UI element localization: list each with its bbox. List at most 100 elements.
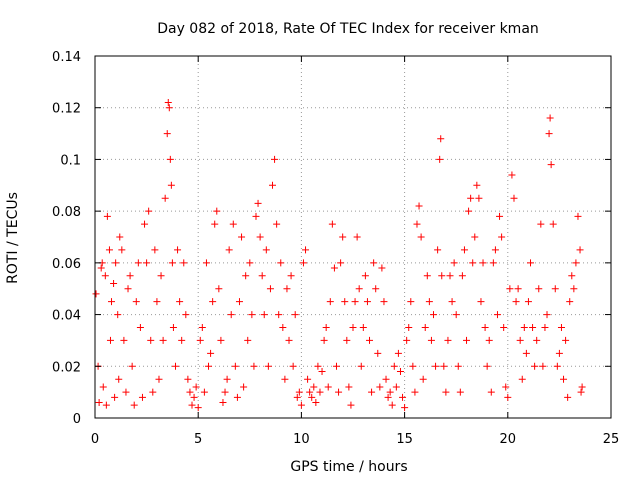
data-point xyxy=(106,336,114,344)
data-point xyxy=(363,298,371,306)
data-point xyxy=(506,285,514,293)
data-point xyxy=(155,375,163,383)
data-point xyxy=(510,194,518,202)
y-tick-label: 0 xyxy=(73,412,81,427)
data-point xyxy=(543,311,551,319)
data-point xyxy=(436,155,444,163)
data-point xyxy=(335,388,343,396)
data-point xyxy=(576,246,584,254)
data-point xyxy=(570,285,578,293)
data-point xyxy=(171,362,179,370)
data-point xyxy=(343,336,351,344)
data-point xyxy=(551,285,559,293)
data-point xyxy=(196,336,204,344)
data-point xyxy=(240,383,248,391)
data-point xyxy=(450,259,458,267)
data-point xyxy=(114,311,122,319)
data-point xyxy=(273,220,281,228)
data-point xyxy=(423,272,431,280)
y-tick-label: 0.14 xyxy=(52,50,81,65)
data-point xyxy=(535,285,543,293)
y-tick-label: 0.1 xyxy=(60,153,81,168)
data-point xyxy=(477,298,485,306)
data-point xyxy=(368,388,376,396)
data-point xyxy=(130,401,138,409)
data-point xyxy=(399,393,407,401)
data-point xyxy=(421,324,429,331)
data-point xyxy=(452,311,460,319)
data-point xyxy=(322,324,330,331)
data-point xyxy=(413,220,421,228)
axis-ticks: 0 5 10 15 20 25 0 0.02 0.04 0.06 0.08 0.1 0.12 0.14 xyxy=(52,50,619,447)
data-point xyxy=(97,264,105,272)
data-point xyxy=(134,259,142,267)
data-point xyxy=(531,362,539,370)
data-point xyxy=(235,298,243,306)
data-point xyxy=(138,393,146,401)
data-point xyxy=(574,212,582,220)
data-point xyxy=(473,181,481,189)
data-point xyxy=(491,246,499,254)
data-point xyxy=(136,324,144,331)
data-point xyxy=(403,336,411,344)
data-point xyxy=(99,383,107,391)
data-point xyxy=(205,362,213,370)
data-point xyxy=(384,393,392,401)
data-point xyxy=(446,272,454,280)
data-point xyxy=(188,401,196,409)
data-point xyxy=(529,324,537,331)
data-point xyxy=(314,362,322,370)
data-point xyxy=(231,362,239,370)
data-point xyxy=(411,388,419,396)
data-point xyxy=(124,285,132,293)
data-point xyxy=(271,155,279,163)
data-point xyxy=(207,349,215,357)
data-point xyxy=(555,349,563,357)
data-point xyxy=(487,388,495,396)
data-point xyxy=(527,259,535,267)
data-point xyxy=(481,324,489,331)
data-point xyxy=(475,194,483,202)
data-point xyxy=(275,311,283,319)
data-point xyxy=(118,246,126,254)
data-point xyxy=(444,336,452,344)
data-point xyxy=(190,393,198,401)
data-point xyxy=(337,259,345,267)
data-point xyxy=(380,298,388,306)
data-point xyxy=(516,336,524,344)
data-point xyxy=(169,324,177,331)
data-point xyxy=(562,336,570,344)
data-point xyxy=(537,220,545,228)
data-point xyxy=(112,259,120,267)
data-point xyxy=(229,220,237,228)
y-axis-label: ROTI / TECUs xyxy=(5,192,21,284)
data-point xyxy=(295,388,303,396)
y-tick-label: 0.02 xyxy=(52,360,81,375)
data-point xyxy=(347,401,355,409)
data-point xyxy=(202,259,210,267)
data-point xyxy=(467,194,475,202)
data-point xyxy=(378,264,386,272)
data-point xyxy=(415,202,423,210)
data-point xyxy=(500,324,508,331)
data-point xyxy=(437,135,445,143)
data-point xyxy=(549,220,557,228)
data-point xyxy=(209,298,217,306)
data-point xyxy=(324,383,332,391)
data-point xyxy=(366,336,374,344)
data-point xyxy=(101,272,109,280)
plot-frame xyxy=(94,55,612,419)
data-point xyxy=(465,207,473,215)
data-point xyxy=(357,362,365,370)
data-point xyxy=(269,181,277,189)
data-point xyxy=(429,311,437,319)
data-point xyxy=(238,233,246,241)
data-point xyxy=(102,401,110,409)
data-point xyxy=(471,233,479,241)
data-point xyxy=(92,290,100,298)
x-tick-label: 0 xyxy=(91,432,99,447)
data-point xyxy=(260,311,268,319)
data-point xyxy=(176,298,184,306)
data-point xyxy=(161,194,169,202)
